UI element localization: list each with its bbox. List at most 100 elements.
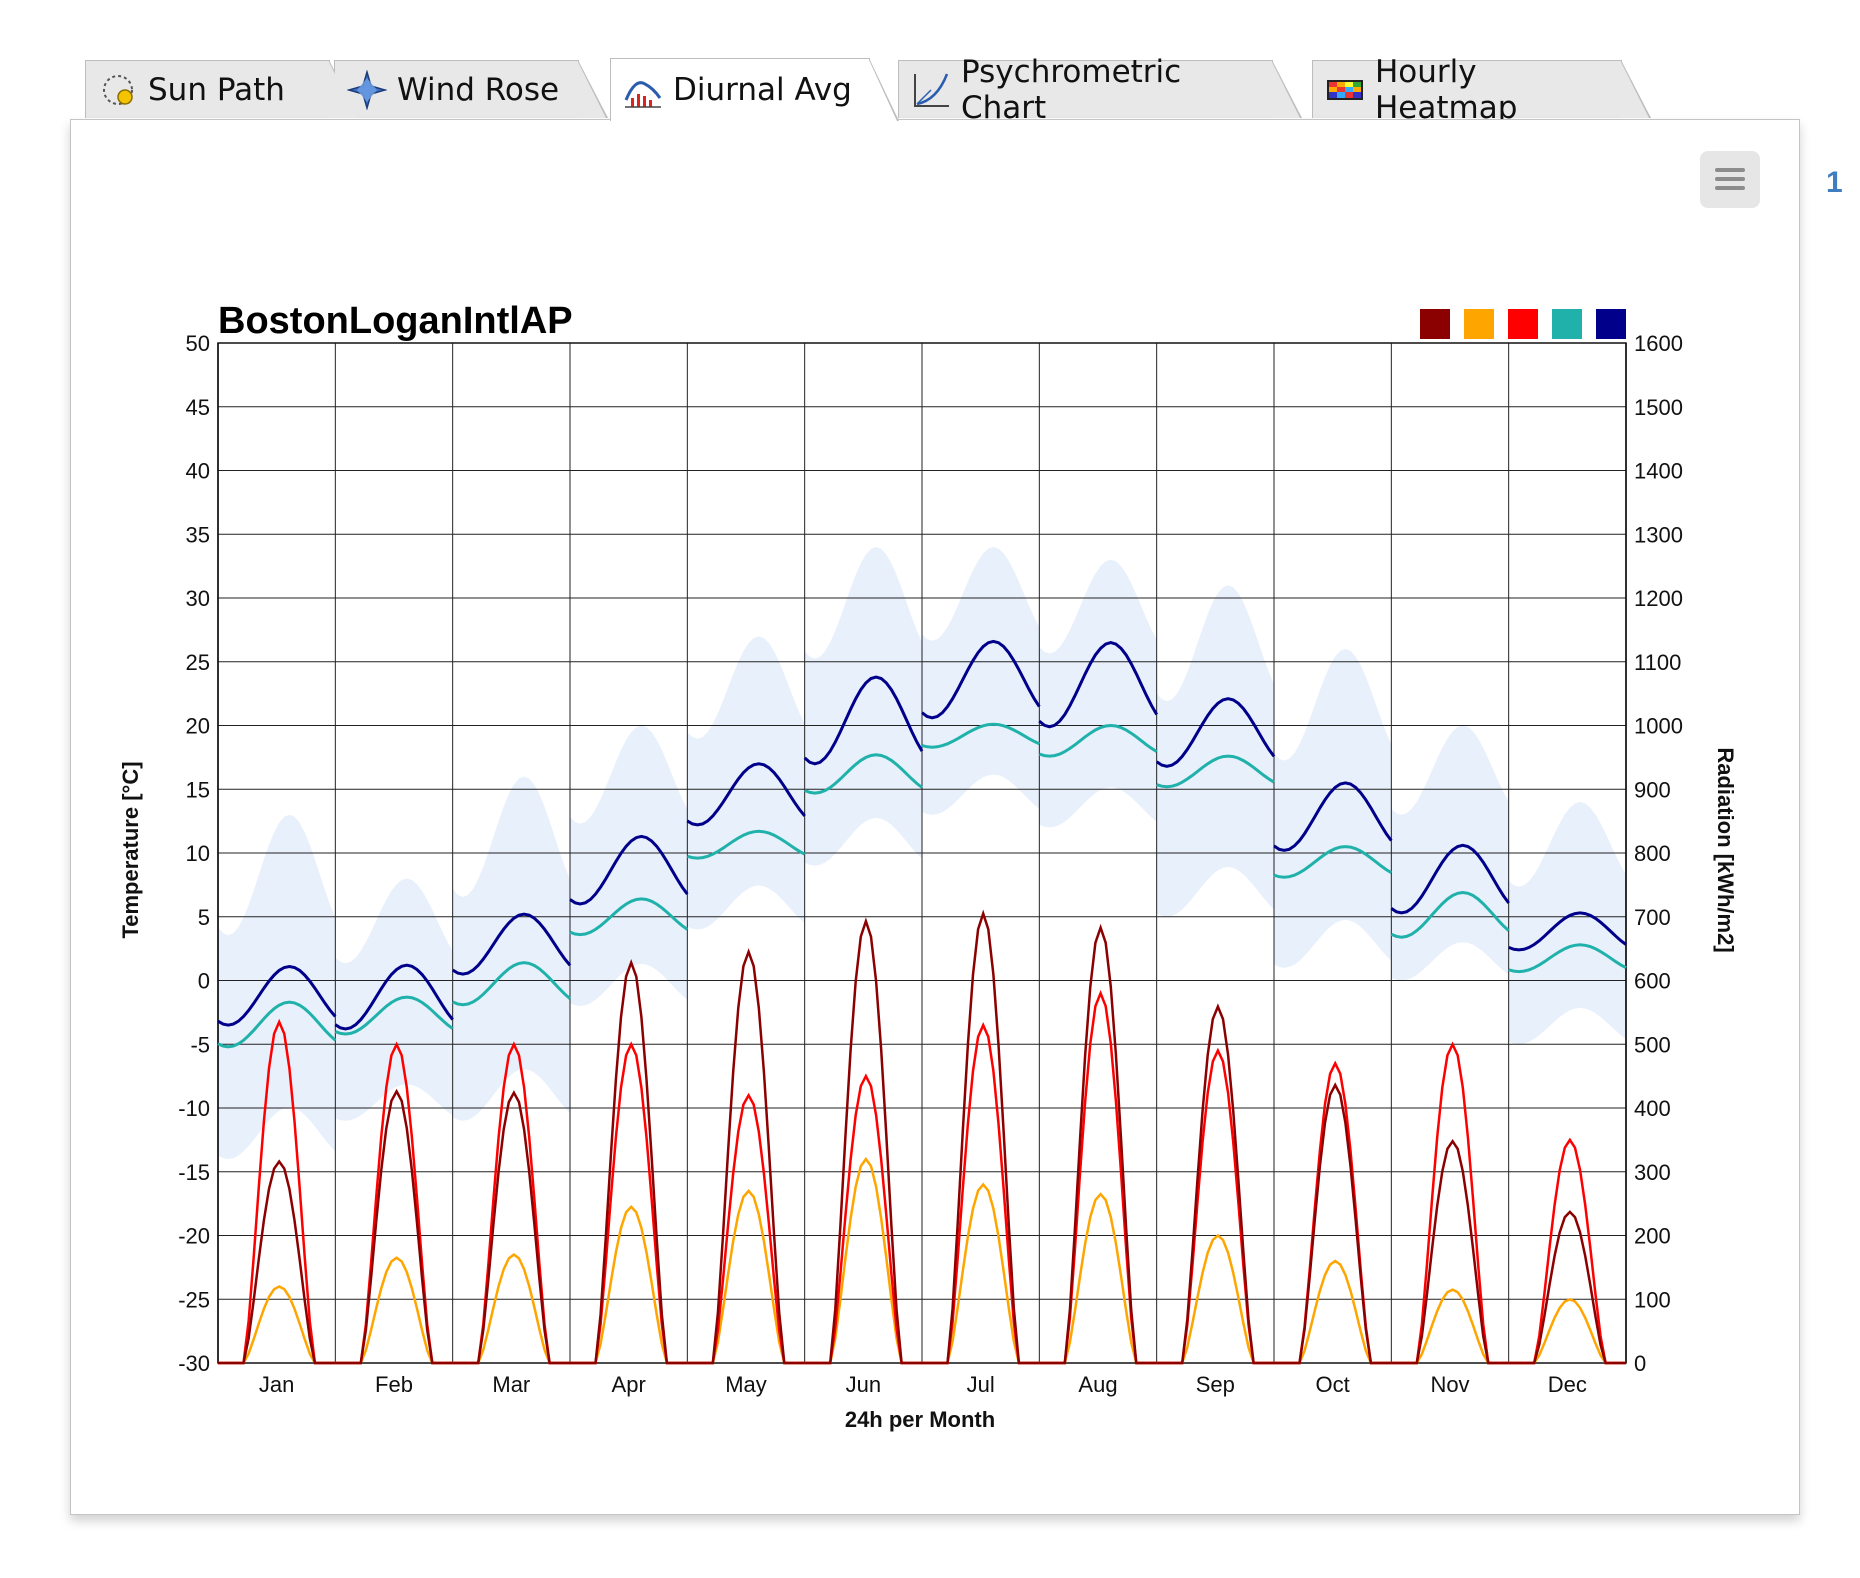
diffuse_radiation-line-apr	[570, 1204, 688, 1365]
dry_bulb-line-oct	[1273, 781, 1393, 852]
dew_point-line-jul	[921, 722, 1040, 749]
diffuse_radiation-line-may	[687, 1188, 805, 1365]
y-tick-left: 20	[186, 714, 210, 739]
range-band-mar	[452, 776, 570, 1121]
legend	[1420, 309, 1626, 339]
dew_point-line-aug	[1038, 723, 1158, 758]
y-axis-right-label: Radiation [kWh/m2]	[1713, 747, 1738, 952]
y-tick-left: 15	[186, 777, 210, 802]
dry_bulb-line-nov	[1390, 843, 1510, 915]
range-band-apr	[570, 725, 688, 1006]
tab-psychrometric-chart[interactable]: Psychrometric Chart	[898, 54, 1302, 126]
y-axis-left-label: Temperature [°C]	[118, 761, 143, 938]
diurnal-avg-icon	[623, 70, 663, 110]
chart-menu-button[interactable]	[1700, 151, 1760, 208]
x-tick-month: Sep	[1196, 1372, 1235, 1397]
range-band-jan	[218, 814, 336, 1159]
direct_radiation-line-aug	[1039, 923, 1157, 1365]
x-tick-month: Feb	[375, 1372, 413, 1397]
x-tick-month: Oct	[1316, 1372, 1350, 1397]
x-tick-month: Apr	[612, 1372, 646, 1397]
dry_bulb-line-sep	[1155, 697, 1276, 768]
dry_bulb-line-apr	[569, 834, 689, 906]
x-tick-month: May	[725, 1372, 767, 1397]
range-band-jun	[804, 547, 922, 866]
x-tick-month: Jul	[967, 1372, 995, 1397]
dew_point-line-oct	[1273, 845, 1393, 879]
dry_bulb-line-dec	[1508, 911, 1627, 952]
global_radiation-line-may	[687, 1092, 805, 1365]
range-band-layer	[218, 547, 1626, 1159]
dew_point-line-may	[686, 829, 806, 860]
y-tick-right: 400	[1634, 1096, 1671, 1121]
diffuse_radiation-line-dec	[1508, 1297, 1626, 1365]
dry_bulb-line-mar	[451, 912, 572, 976]
x-tick-month: Nov	[1430, 1372, 1469, 1397]
y-tick-left: -5	[190, 1032, 210, 1057]
dew_point-line-mar	[452, 961, 571, 1007]
y-tick-left: -25	[178, 1287, 210, 1312]
tab-strip: Sun Path Wind Rose Diurnal Avg	[0, 0, 1860, 126]
y-tick-left: 30	[186, 586, 210, 611]
y-tick-right: 900	[1634, 777, 1671, 802]
y-tick-right: 1300	[1634, 522, 1683, 547]
y-tick-left: 10	[186, 841, 210, 866]
global_radiation-line-nov	[1391, 1041, 1509, 1365]
direct_radiation-line-may	[687, 948, 805, 1365]
direct_radiation-line-oct	[1274, 1082, 1392, 1365]
y-tick-right: 1100	[1634, 650, 1681, 675]
global_radiation-line-dec	[1508, 1137, 1626, 1365]
y-tick-right: 1400	[1634, 459, 1683, 484]
direct_radiation-line-mar	[452, 1090, 570, 1365]
legend-swatch	[1420, 309, 1450, 339]
x-axis-label: 24h per Month	[845, 1407, 995, 1432]
dry_bulb-line-may	[686, 762, 806, 827]
tab-label: Wind Rose	[397, 71, 560, 108]
y-tick-right: 600	[1634, 969, 1671, 994]
y-tick-right: 1000	[1634, 714, 1683, 739]
direct_radiation-line-nov	[1391, 1138, 1509, 1365]
x-tick-month: Aug	[1078, 1372, 1117, 1397]
heatmap-icon	[1325, 70, 1365, 110]
y-tick-left: -20	[178, 1224, 210, 1249]
y-tick-right: 0	[1634, 1351, 1646, 1376]
dry_bulb-line-jul	[921, 639, 1041, 720]
y-tick-right: 300	[1634, 1160, 1671, 1185]
diffuse_radiation-line-jun	[804, 1156, 922, 1365]
wind-rose-icon	[346, 68, 388, 111]
tab-wind-rose[interactable]: Wind Rose	[334, 60, 608, 118]
x-tick-month: Jan	[259, 1372, 294, 1397]
y-tick-left: -15	[178, 1160, 210, 1185]
y-tick-left: -10	[178, 1096, 210, 1121]
hamburger-menu-icon	[1715, 168, 1745, 172]
tab-sun-path[interactable]: Sun Path	[85, 60, 359, 118]
y-tick-right: 800	[1634, 841, 1671, 866]
tab-label: Sun Path	[148, 71, 285, 108]
x-tick-month: Mar	[492, 1372, 530, 1397]
y-tick-right: 1500	[1634, 395, 1683, 420]
global_radiation-line-apr	[570, 1041, 688, 1365]
y-tick-right: 1200	[1634, 586, 1683, 611]
dew_point-line-apr	[569, 897, 689, 937]
y-tick-right: 100	[1634, 1287, 1671, 1312]
diffuse_radiation-line-feb	[335, 1256, 453, 1365]
y-tick-right: 200	[1634, 1224, 1671, 1249]
tab-diurnal-avg[interactable]: Diurnal Avg	[610, 58, 899, 121]
y-tick-right: 500	[1634, 1032, 1671, 1057]
global_radiation-line-sep	[1156, 1047, 1274, 1365]
y-tick-right: 700	[1634, 905, 1671, 930]
sun-path-icon	[98, 70, 138, 110]
direct_radiation-line-sep	[1156, 1003, 1274, 1365]
global_radiation-line-jul	[922, 1021, 1040, 1365]
y-tick-left: 45	[186, 395, 210, 420]
direct_radiation-line-feb	[335, 1088, 453, 1365]
dew_point-line-dec	[1508, 943, 1627, 974]
dry_bulb-line-aug	[1038, 641, 1158, 729]
direct_radiation-line-jun	[804, 917, 922, 1365]
range-band-sep	[1156, 585, 1274, 917]
diffuse_radiation-line-mar	[452, 1253, 570, 1365]
direct_radiation-line-jan	[218, 1159, 336, 1365]
range-band-oct	[1274, 649, 1392, 968]
